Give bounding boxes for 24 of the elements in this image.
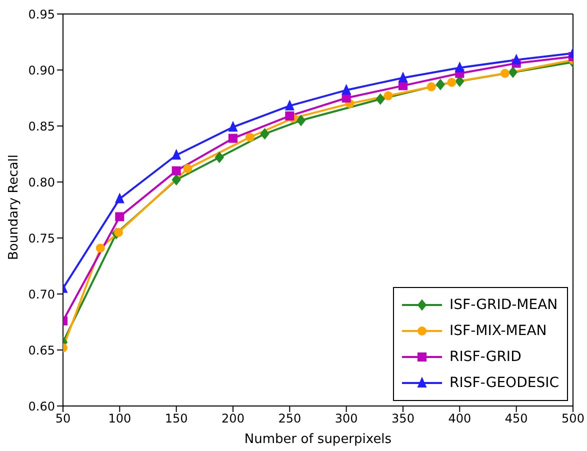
y-tick-label: 0.70	[28, 287, 55, 302]
x-tick-label: 200	[222, 412, 244, 426]
x-tick-label: 500	[562, 412, 584, 426]
y-tick-label: 0.95	[28, 7, 55, 22]
y-tick-label: 0.90	[28, 63, 55, 78]
x-tick-label: 300	[334, 412, 358, 426]
y-tick-label: 0.85	[28, 119, 55, 134]
legend-label: RISF-GRID	[450, 349, 522, 365]
x-tick-label: 400	[448, 412, 472, 426]
legend-label: ISF-MIX-MEAN	[450, 323, 547, 339]
x-tick-label: 250	[278, 412, 302, 426]
y-tick-label: 0.75	[28, 231, 55, 246]
x-tick-label: 450	[504, 412, 528, 426]
x-tick-label: 50	[55, 412, 71, 426]
x-tick-label: 100	[108, 412, 132, 426]
x-axis-title: Number of superpixels	[244, 432, 392, 447]
x-tick-label: 150	[164, 412, 188, 426]
y-tick-label: 0.65	[28, 343, 55, 358]
legend-label: RISF-GEODESIC	[450, 375, 559, 391]
y-axis-title: Boundary Recall	[6, 154, 22, 260]
legend-label: ISF-GRID-MEAN	[450, 297, 558, 313]
y-tick-label: 0.60	[28, 399, 55, 414]
y-tick-label: 0.80	[28, 175, 55, 190]
x-tick-label: 350	[392, 412, 414, 426]
